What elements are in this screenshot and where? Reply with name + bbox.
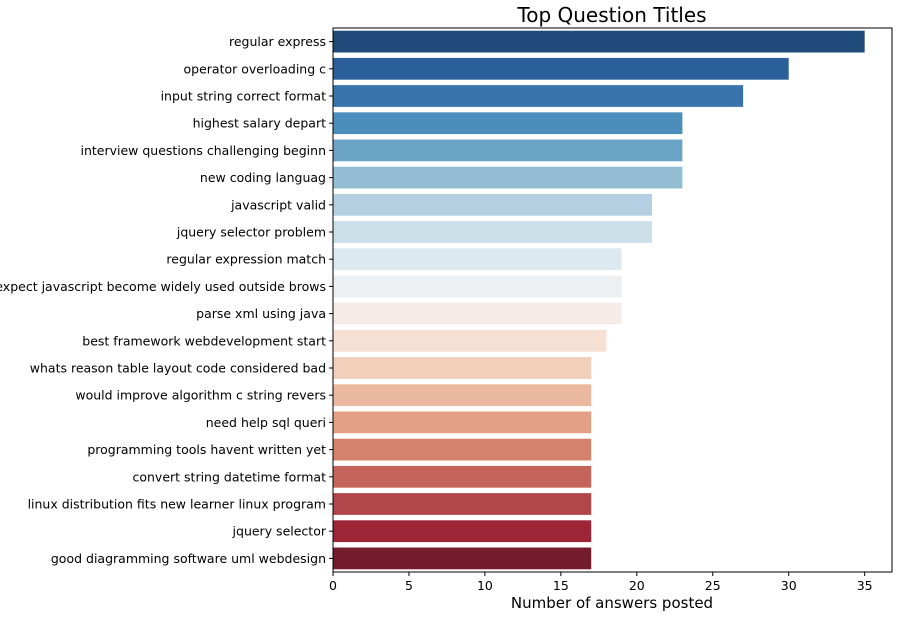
chart-title: Top Question Titles: [516, 3, 706, 27]
plot-frame: [332, 27, 893, 573]
x-tick-label: 30: [781, 578, 797, 593]
y-tick-label: best framework webdevelopment start: [82, 333, 326, 348]
bar: [333, 411, 592, 434]
y-tick-label: need help sql queri: [206, 415, 326, 430]
y-tick-label: javascript valid: [230, 197, 326, 212]
bar: [333, 465, 592, 488]
y-tick-label: programming tools havent written yet: [87, 442, 326, 457]
bar: [333, 221, 652, 243]
bar: [333, 302, 622, 325]
y-tick-label: regular expression match: [166, 252, 326, 267]
bar: [333, 384, 592, 407]
x-tick-label: 20: [629, 578, 645, 593]
bar: [333, 520, 592, 543]
x-tick-label: 35: [857, 578, 873, 593]
y-tick-label: good diagramming software uml webdesign: [51, 551, 326, 566]
bar: [333, 547, 592, 570]
y-tick-label: convert string datetime format: [132, 469, 326, 484]
y-tick-label: jquery selector: [232, 524, 327, 539]
y-tick-label: linux distribution fits new learner linu…: [28, 497, 326, 512]
bar: [333, 193, 652, 216]
bar: [333, 112, 683, 135]
y-tick-label: would improve algorithm c string revers: [75, 388, 326, 403]
bar: [333, 85, 744, 107]
x-axis-label: Number of answers posted: [511, 594, 713, 612]
x-tick-label: 15: [553, 578, 569, 593]
bar: [333, 30, 865, 53]
bar: [333, 275, 622, 298]
y-tick-label: new coding languag: [200, 170, 326, 185]
y-tick-label: operator overloading c: [184, 61, 327, 76]
x-tick-label: 5: [405, 578, 413, 593]
bars-group: [333, 30, 865, 570]
bar: [333, 438, 592, 461]
x-tick-label: 0: [329, 578, 337, 593]
x-tick-label: 10: [477, 578, 493, 593]
bar: [333, 493, 592, 515]
y-tick-label: jquery selector problem: [176, 225, 326, 240]
y-tick-label: parse xml using java: [196, 306, 326, 321]
y-tick-label: regular express: [229, 34, 326, 49]
bar: [333, 329, 607, 352]
bar: [333, 166, 683, 189]
bar: [333, 248, 622, 271]
y-tick-label: input string correct format: [161, 89, 327, 104]
bar: [333, 57, 789, 80]
y-tick-label: interview questions challenging beginn: [80, 143, 326, 158]
x-ticks: 0 5 10 15 20 25 30 35: [329, 572, 873, 593]
y-tick-label: expect javascript become widely used out…: [0, 279, 326, 294]
x-tick-label: 25: [705, 578, 721, 593]
bar: [333, 139, 683, 162]
y-tick-labels: regular express operator overloading c inp…: [0, 34, 333, 566]
bar: [333, 357, 592, 379]
y-tick-label: whats reason table layout code considere…: [30, 361, 326, 376]
y-tick-label: highest salary depart: [193, 116, 327, 131]
